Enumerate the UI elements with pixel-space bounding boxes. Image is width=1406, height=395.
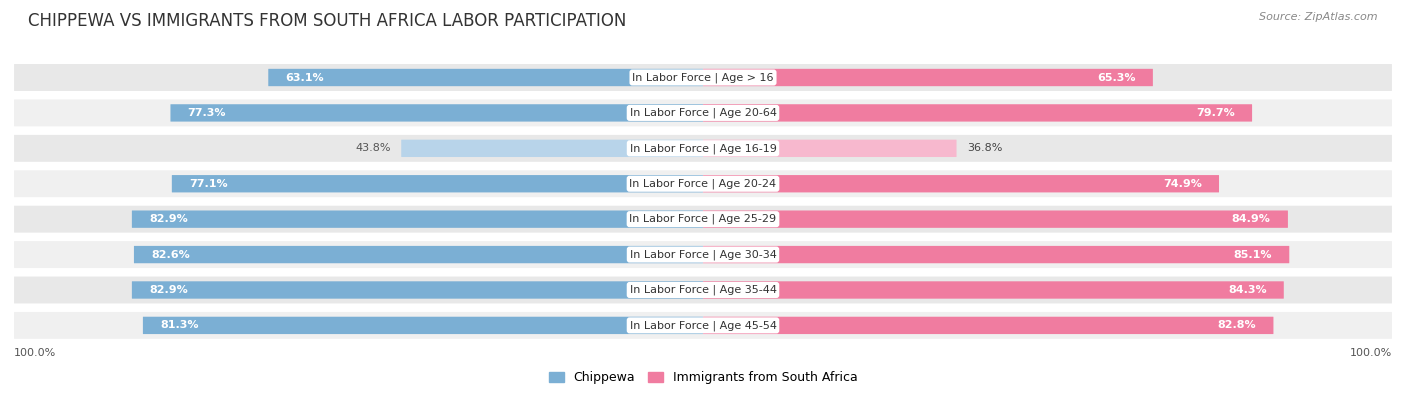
FancyBboxPatch shape: [703, 246, 1289, 263]
FancyBboxPatch shape: [703, 317, 1274, 334]
FancyBboxPatch shape: [134, 246, 703, 263]
FancyBboxPatch shape: [172, 175, 703, 192]
Text: 85.1%: 85.1%: [1233, 250, 1272, 260]
FancyBboxPatch shape: [703, 140, 956, 157]
FancyBboxPatch shape: [703, 69, 1153, 86]
FancyBboxPatch shape: [14, 276, 1392, 303]
Text: In Labor Force | Age 20-24: In Labor Force | Age 20-24: [630, 179, 776, 189]
FancyBboxPatch shape: [132, 211, 703, 228]
Text: In Labor Force | Age 35-44: In Labor Force | Age 35-44: [630, 285, 776, 295]
Text: 79.7%: 79.7%: [1197, 108, 1234, 118]
FancyBboxPatch shape: [269, 69, 703, 86]
FancyBboxPatch shape: [14, 241, 1392, 268]
Legend: Chippewa, Immigrants from South Africa: Chippewa, Immigrants from South Africa: [544, 366, 862, 389]
FancyBboxPatch shape: [703, 175, 1219, 192]
FancyBboxPatch shape: [14, 312, 1392, 339]
Text: 77.1%: 77.1%: [188, 179, 228, 189]
Text: 84.3%: 84.3%: [1227, 285, 1267, 295]
FancyBboxPatch shape: [14, 206, 1392, 233]
FancyBboxPatch shape: [14, 170, 1392, 197]
Text: 36.8%: 36.8%: [967, 143, 1002, 153]
Text: CHIPPEWA VS IMMIGRANTS FROM SOUTH AFRICA LABOR PARTICIPATION: CHIPPEWA VS IMMIGRANTS FROM SOUTH AFRICA…: [28, 12, 627, 30]
Text: 100.0%: 100.0%: [14, 348, 56, 358]
Text: 65.3%: 65.3%: [1097, 73, 1136, 83]
Text: 74.9%: 74.9%: [1163, 179, 1202, 189]
Text: 63.1%: 63.1%: [285, 73, 325, 83]
Text: Source: ZipAtlas.com: Source: ZipAtlas.com: [1260, 12, 1378, 22]
FancyBboxPatch shape: [14, 100, 1392, 126]
Text: In Labor Force | Age 16-19: In Labor Force | Age 16-19: [630, 143, 776, 154]
FancyBboxPatch shape: [401, 140, 703, 157]
Text: 84.9%: 84.9%: [1232, 214, 1271, 224]
Text: In Labor Force | Age > 16: In Labor Force | Age > 16: [633, 72, 773, 83]
Text: 77.3%: 77.3%: [187, 108, 226, 118]
FancyBboxPatch shape: [703, 211, 1288, 228]
Text: In Labor Force | Age 20-64: In Labor Force | Age 20-64: [630, 108, 776, 118]
Text: 82.9%: 82.9%: [149, 214, 188, 224]
Text: In Labor Force | Age 45-54: In Labor Force | Age 45-54: [630, 320, 776, 331]
Text: 82.9%: 82.9%: [149, 285, 188, 295]
FancyBboxPatch shape: [14, 135, 1392, 162]
Text: 100.0%: 100.0%: [1350, 348, 1392, 358]
FancyBboxPatch shape: [703, 104, 1253, 122]
Text: 82.6%: 82.6%: [152, 250, 190, 260]
FancyBboxPatch shape: [170, 104, 703, 122]
Text: 81.3%: 81.3%: [160, 320, 198, 330]
FancyBboxPatch shape: [143, 317, 703, 334]
Text: 43.8%: 43.8%: [356, 143, 391, 153]
FancyBboxPatch shape: [132, 281, 703, 299]
Text: In Labor Force | Age 25-29: In Labor Force | Age 25-29: [630, 214, 776, 224]
FancyBboxPatch shape: [703, 281, 1284, 299]
Text: In Labor Force | Age 30-34: In Labor Force | Age 30-34: [630, 249, 776, 260]
Text: 82.8%: 82.8%: [1218, 320, 1256, 330]
FancyBboxPatch shape: [14, 64, 1392, 91]
